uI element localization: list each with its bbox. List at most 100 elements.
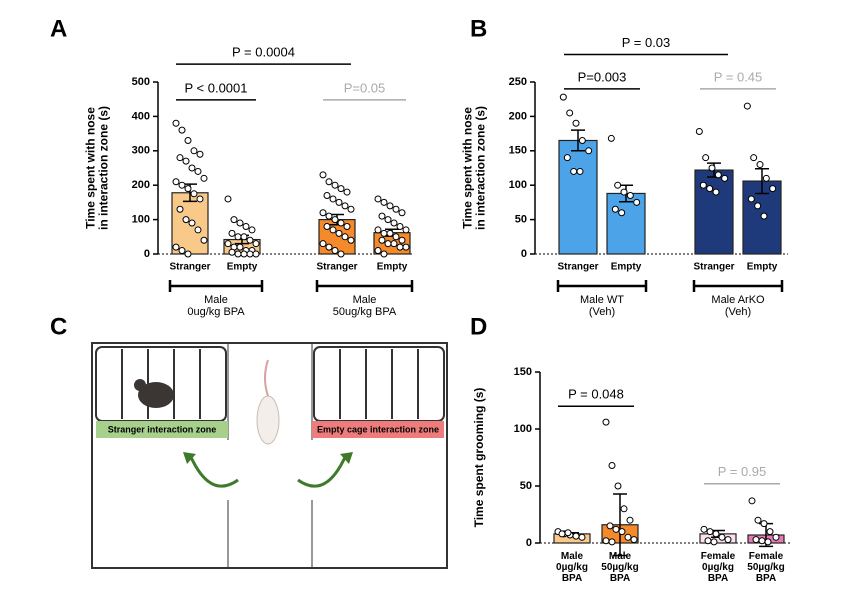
x-tick-label: Stranger (316, 262, 357, 273)
data-point (608, 538, 616, 546)
data-point (374, 226, 382, 234)
data-point (702, 154, 710, 162)
data-point (252, 250, 260, 258)
data-point (228, 248, 236, 256)
y-tick-label: 100 (514, 423, 532, 435)
x-tick-label: Male 50µg/kg BPA (601, 551, 638, 584)
y-tick-label: 250 (509, 76, 527, 88)
rat-icon (256, 395, 280, 445)
data-point (572, 532, 580, 540)
data-point (319, 209, 327, 217)
group-bracket (168, 280, 264, 292)
data-point (748, 497, 756, 505)
data-point (398, 209, 406, 217)
y-tick-label: 100 (509, 179, 527, 191)
data-point (585, 147, 593, 155)
data-point (700, 525, 708, 533)
data-point (760, 520, 768, 528)
data-point (325, 243, 333, 251)
arrow-head (340, 452, 353, 464)
data-point (706, 528, 714, 536)
data-point (196, 150, 204, 158)
arrow-head (183, 452, 196, 464)
data-point (329, 226, 337, 234)
y-axis-label: Time spent with nosein interaction zone … (461, 106, 488, 230)
data-point (714, 171, 722, 179)
data-point (378, 236, 386, 244)
data-point (396, 243, 404, 251)
data-point (718, 533, 726, 541)
y-tick-label: 0 (521, 248, 527, 260)
significance-label: P=0.003 (578, 69, 627, 84)
data-point (176, 205, 184, 213)
significance-label: P = 0.03 (622, 35, 671, 50)
arrow (297, 454, 348, 488)
data-point (704, 537, 712, 545)
data-point (566, 109, 574, 117)
data-point (626, 192, 634, 200)
data-point (578, 136, 586, 144)
data-point (240, 233, 248, 241)
significance-label: P = 0.048 (568, 387, 624, 402)
data-point (337, 250, 345, 258)
x-tick-label: Empty (227, 262, 258, 273)
data-point (319, 240, 327, 248)
y-axis-label: Time spent with nosein interaction zone … (84, 106, 111, 230)
x-tick-label: Empty (377, 262, 408, 273)
data-point (224, 195, 232, 203)
group-label: Male 50ug/kg BPA (333, 294, 397, 318)
data-point (747, 195, 755, 203)
data-point (329, 195, 337, 203)
data-point (234, 250, 242, 258)
data-point (246, 250, 254, 258)
data-point (196, 195, 204, 203)
data-point (706, 185, 714, 193)
data-point (576, 167, 584, 175)
data-point (606, 522, 614, 530)
panel-c: C Stranger interaction zone Empty cage i… (50, 313, 448, 569)
error-bar (571, 129, 585, 152)
arrow (188, 454, 239, 488)
arena (91, 342, 448, 569)
mouse-icon (138, 382, 174, 408)
y-tick-label: 50 (520, 480, 532, 492)
data-point (769, 185, 777, 193)
data-point (190, 190, 198, 198)
data-point (194, 226, 202, 234)
y-tick-label: 100 (132, 214, 150, 226)
y-axis-label: Time spent grooming (s) (472, 388, 486, 528)
zone-bar (312, 421, 444, 438)
data-point (764, 538, 772, 546)
data-point (337, 219, 345, 227)
zone-bar (96, 421, 228, 438)
data-point (390, 240, 398, 248)
y-tick-label: 0 (144, 248, 150, 260)
data-point (380, 250, 388, 258)
data-point (182, 157, 190, 165)
data-point (331, 247, 339, 255)
data-point (228, 229, 236, 237)
data-point (710, 538, 718, 546)
data-point (570, 167, 578, 175)
data-point (248, 226, 256, 234)
data-point (772, 533, 780, 541)
data-point (190, 147, 198, 155)
data-point (323, 192, 331, 200)
data-point (178, 181, 186, 189)
data-point (607, 134, 615, 142)
data-point (380, 229, 388, 237)
data-point (380, 198, 388, 206)
y-tick-label: 50 (515, 214, 527, 226)
data-point (341, 202, 349, 210)
data-point (618, 209, 626, 217)
data-point (392, 205, 400, 213)
data-point (335, 229, 343, 237)
data-point (230, 216, 238, 224)
data-point (558, 530, 566, 538)
data-point (341, 233, 349, 241)
mouse-icon (134, 379, 146, 391)
x-tick-label: Stranger (693, 262, 734, 273)
data-point (378, 212, 386, 220)
data-point (343, 222, 351, 230)
